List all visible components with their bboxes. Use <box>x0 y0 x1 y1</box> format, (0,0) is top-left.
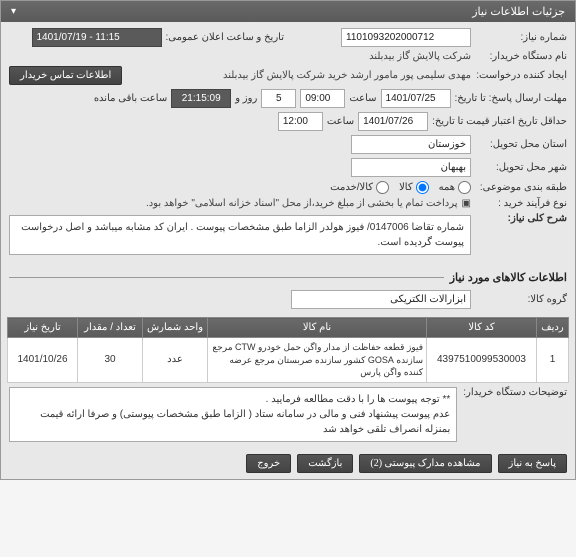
back-button[interactable]: بازگشت <box>297 454 353 473</box>
need-no-field[interactable] <box>341 28 471 47</box>
process-label: نوع فرآیند خرید : <box>475 198 567 209</box>
city-label: شهر محل تحویل: <box>475 162 567 173</box>
goods-group-field[interactable] <box>291 290 471 309</box>
th-unit: واحد شمارش <box>143 318 208 338</box>
buyer-org-value: شرکت پالایش گاز بیدبلند <box>369 51 471 62</box>
province-field[interactable] <box>351 135 471 154</box>
remarks-box: ** توجه پیوست ها را با دقت مطالعه فرمایی… <box>9 387 457 442</box>
time-label-1: ساعت <box>349 93 376 104</box>
general-desc-label: شرح کلی نیاز: <box>475 213 567 224</box>
exit-button[interactable]: خروج <box>246 454 291 473</box>
province-label: استان محل تحویل: <box>475 139 567 150</box>
radio-all[interactable]: همه <box>439 181 471 194</box>
cell-idx: 1 <box>537 338 569 383</box>
creator-value: مهدی سلیمی پور مامور ارشد خرید شرکت پالا… <box>126 70 471 81</box>
remarks-label: توضیحات دستگاه خریدار: <box>463 387 567 442</box>
general-desc-box: شماره تقاضا 0147006/ فیوز هولدر الزاما ط… <box>9 215 471 255</box>
category-radio-group: همه کالا کالا/خدمت <box>330 181 471 194</box>
cell-qty: 30 <box>78 338 143 383</box>
public-announce-field <box>32 28 162 47</box>
th-qty: تعداد / مقدار <box>78 318 143 338</box>
th-code: کد کالا <box>427 318 537 338</box>
collapse-icon[interactable]: ▾ <box>11 6 16 17</box>
table-row[interactable]: 1 4397510099530003 فیوز قطعه حفاظت از مد… <box>8 338 569 383</box>
contact-button[interactable]: اطلاعات تماس خریدار <box>9 66 122 85</box>
th-name: نام کالا <box>208 318 427 338</box>
deadline-label: مهلت ارسال پاسخ: تا تاریخ: <box>455 93 567 104</box>
creator-label: ایجاد کننده درخواست: <box>475 70 567 81</box>
cell-name: فیوز قطعه حفاظت از مدار واگن حمل خودرو C… <box>208 338 427 383</box>
category-label: طبقه بندی موضوعی: <box>475 182 567 193</box>
cell-unit: عدد <box>143 338 208 383</box>
footer-buttons: پاسخ به نیاز مشاهده مدارک پیوستی (2) باز… <box>1 448 575 479</box>
public-announce-label: تاریخ و ساعت اعلان عمومی: <box>166 32 285 43</box>
process-icon: ▣ <box>462 198 471 209</box>
radio-goods[interactable]: کالا <box>399 181 429 194</box>
table-header-row: ردیف کد کالا نام کالا واحد شمارش تعداد /… <box>8 318 569 338</box>
countdown-field <box>171 89 231 108</box>
min-valid-label: حداقل تاریخ اعتبار قیمت تا تاریخ: <box>432 116 567 127</box>
min-valid-time-field[interactable] <box>278 112 323 131</box>
cell-code: 4397510099530003 <box>427 338 537 383</box>
items-section-label: اطلاعات کالاهای مورد نیاز <box>1 267 575 288</box>
payment-note: پرداخت تمام یا بخشی از مبلغ خرید،از محل … <box>9 198 458 209</box>
items-table: ردیف کد کالا نام کالا واحد شمارش تعداد /… <box>7 317 569 383</box>
time-label-2: ساعت <box>327 116 354 127</box>
days-left-field <box>261 89 296 108</box>
reply-button[interactable]: پاسخ به نیاز <box>498 454 568 473</box>
th-row: ردیف <box>537 318 569 338</box>
cell-date: 1401/10/26 <box>8 338 78 383</box>
deadline-date-field[interactable] <box>381 89 451 108</box>
attachments-button[interactable]: مشاهده مدارک پیوستی (2) <box>359 454 491 473</box>
th-date: تاریخ نیاز <box>8 318 78 338</box>
deadline-time-field[interactable] <box>300 89 345 108</box>
radio-service[interactable]: کالا/خدمت <box>330 181 389 194</box>
buyer-org-label: نام دستگاه خریدار: <box>475 51 567 62</box>
city-field[interactable] <box>351 158 471 177</box>
min-valid-date-field[interactable] <box>358 112 428 131</box>
panel-title: جزئیات اطلاعات نیاز <box>472 5 565 18</box>
and-label: روز و <box>235 93 257 104</box>
remaining-label: ساعت باقی مانده <box>94 93 167 104</box>
need-no-label: شماره نیاز: <box>475 32 567 43</box>
goods-group-label: گروه کالا: <box>475 294 567 305</box>
panel-header: جزئیات اطلاعات نیاز ▾ <box>1 1 575 22</box>
main-panel: جزئیات اطلاعات نیاز ▾ شماره نیاز: تاریخ … <box>0 0 576 480</box>
